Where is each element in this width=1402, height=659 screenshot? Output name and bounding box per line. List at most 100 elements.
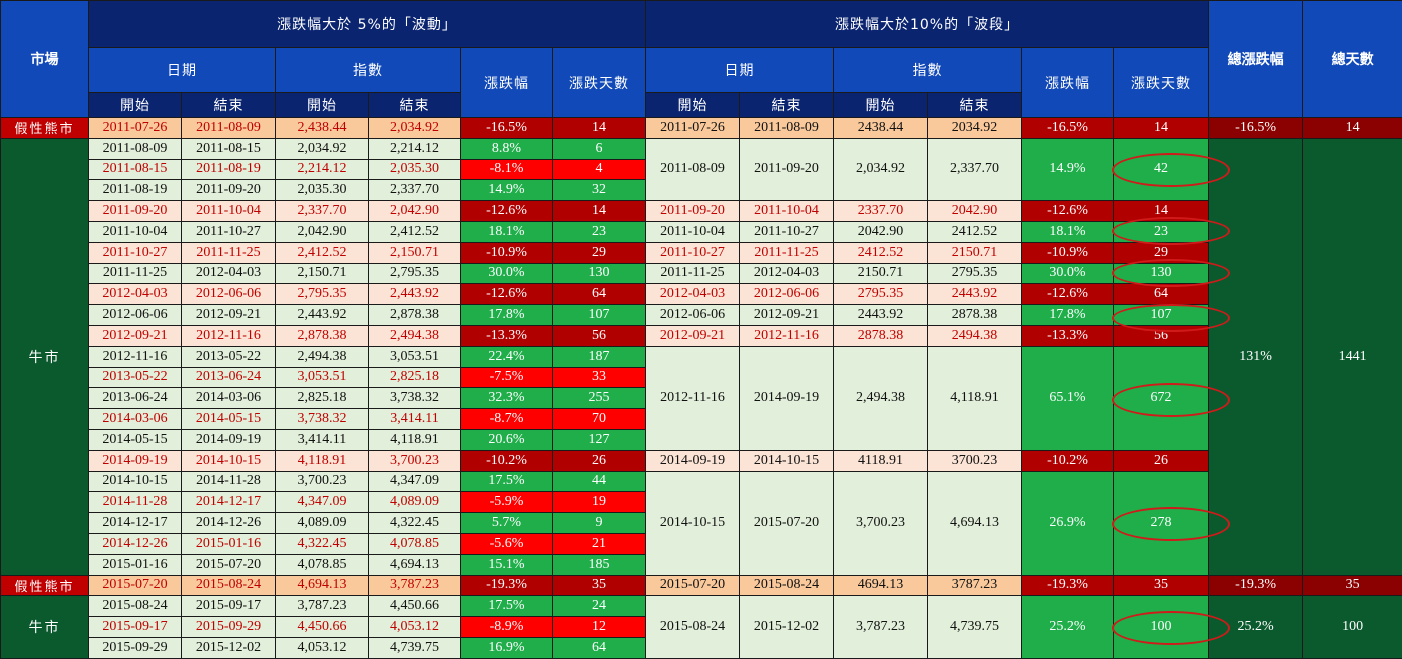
wave-start: 2011-10-04 xyxy=(646,221,740,242)
cell-change: 14.9% xyxy=(461,180,553,201)
cell-idx-end: 2,878.38 xyxy=(369,305,461,326)
wave-idx-end: 4,739.75 xyxy=(928,596,1022,658)
table-row: 牛市 2011-08-09 2011-08-15 2,034.92 2,214.… xyxy=(1,138,1402,159)
cell-change: 17.8% xyxy=(461,305,553,326)
wave-end: 2014-10-15 xyxy=(740,450,834,471)
header-start: 開始 xyxy=(276,93,369,118)
wave-idx-end: 2412.52 xyxy=(928,221,1022,242)
cell-days: 19 xyxy=(553,492,646,513)
wave-change: -10.9% xyxy=(1022,242,1114,263)
wave-idx-end: 2150.71 xyxy=(928,242,1022,263)
wave-idx-start: 2337.70 xyxy=(834,201,928,222)
cell-idx-end: 2,150.71 xyxy=(369,242,461,263)
cell-change: -8.7% xyxy=(461,409,553,430)
wave-end: 2011-10-04 xyxy=(740,201,834,222)
cell-idx-start: 4,118.91 xyxy=(276,450,369,471)
total-days: 35 xyxy=(1303,575,1402,596)
table-row: 2014-10-15 2014-11-28 3,700.23 4,347.09 … xyxy=(1,471,1402,492)
wave-idx-start: 2042.90 xyxy=(834,221,928,242)
header-end: 結束 xyxy=(740,93,834,118)
cell-idx-end: 3,700.23 xyxy=(369,450,461,471)
table-row: 2012-06-06 2012-09-21 2,443.92 2,878.38 … xyxy=(1,305,1402,326)
cell-end: 2012-06-06 xyxy=(182,284,276,305)
cell-change: 18.1% xyxy=(461,221,553,242)
cell-idx-start: 4,347.09 xyxy=(276,492,369,513)
cell-end: 2011-11-25 xyxy=(182,242,276,263)
wave-end: 2015-12-02 xyxy=(740,596,834,658)
cell-idx-end: 4,322.45 xyxy=(369,513,461,534)
wave-start: 2012-11-16 xyxy=(646,346,740,450)
wave-end: 2015-08-24 xyxy=(740,575,834,596)
cell-days: 56 xyxy=(553,325,646,346)
header-days: 漲跌天數 xyxy=(1114,48,1209,118)
cell-idx-end: 3,787.23 xyxy=(369,575,461,596)
wave-days: 35 xyxy=(1114,575,1209,596)
cell-start: 2014-10-15 xyxy=(89,471,182,492)
total-change: -19.3% xyxy=(1209,575,1303,596)
cell-start: 2015-08-24 xyxy=(89,596,182,617)
cell-start: 2011-10-27 xyxy=(89,242,182,263)
cell-change: 8.8% xyxy=(461,138,553,159)
cell-start: 2011-07-26 xyxy=(89,118,182,139)
cell-idx-start: 2,443.92 xyxy=(276,305,369,326)
cell-change: 22.4% xyxy=(461,346,553,367)
cell-idx-start: 4,078.85 xyxy=(276,554,369,575)
cell-days: 64 xyxy=(553,637,646,658)
cell-start: 2011-10-04 xyxy=(89,221,182,242)
wave-idx-end: 3787.23 xyxy=(928,575,1022,596)
header-end: 結束 xyxy=(928,93,1022,118)
cell-change: -5.9% xyxy=(461,492,553,513)
cell-change: -12.6% xyxy=(461,201,553,222)
wave-days: 130 xyxy=(1114,263,1209,284)
cell-end: 2012-09-21 xyxy=(182,305,276,326)
wave-idx-end: 3700.23 xyxy=(928,450,1022,471)
cell-end: 2015-09-29 xyxy=(182,617,276,638)
cell-days: 12 xyxy=(553,617,646,638)
wave-idx-start: 2,494.38 xyxy=(834,346,928,450)
cell-idx-end: 3,414.11 xyxy=(369,409,461,430)
cell-end: 2011-08-09 xyxy=(182,118,276,139)
cell-days: 14 xyxy=(553,118,646,139)
wave-idx-end: 2,337.70 xyxy=(928,138,1022,200)
cell-start: 2014-11-28 xyxy=(89,492,182,513)
cell-end: 2015-12-02 xyxy=(182,637,276,658)
cell-idx-end: 2,825.18 xyxy=(369,367,461,388)
cell-idx-end: 4,053.12 xyxy=(369,617,461,638)
cell-idx-start: 2,825.18 xyxy=(276,388,369,409)
cell-days: 14 xyxy=(553,201,646,222)
cell-change: -10.2% xyxy=(461,450,553,471)
wave-days: 64 xyxy=(1114,284,1209,305)
wave-change: -13.3% xyxy=(1022,325,1114,346)
wave-change: -10.2% xyxy=(1022,450,1114,471)
wave-change: 30.0% xyxy=(1022,263,1114,284)
cell-idx-start: 2,795.35 xyxy=(276,284,369,305)
cell-end: 2014-05-15 xyxy=(182,409,276,430)
header-days: 漲跌天數 xyxy=(553,48,646,118)
cell-end: 2014-09-19 xyxy=(182,429,276,450)
cell-idx-start: 4,694.13 xyxy=(276,575,369,596)
wave-idx-start: 2150.71 xyxy=(834,263,928,284)
cell-idx-start: 2,494.38 xyxy=(276,346,369,367)
wave-change: -12.6% xyxy=(1022,201,1114,222)
header-date: 日期 xyxy=(646,48,834,93)
cell-idx-start: 2,034.92 xyxy=(276,138,369,159)
wave-idx-start: 3,787.23 xyxy=(834,596,928,658)
cell-end: 2015-07-20 xyxy=(182,554,276,575)
cell-start: 2015-07-20 xyxy=(89,575,182,596)
wave-idx-end: 2494.38 xyxy=(928,325,1022,346)
table-row: 2012-09-21 2012-11-16 2,878.38 2,494.38 … xyxy=(1,325,1402,346)
wave-idx-end: 2795.35 xyxy=(928,263,1022,284)
header-start: 開始 xyxy=(646,93,740,118)
cell-start: 2011-09-20 xyxy=(89,201,182,222)
cell-start: 2011-08-09 xyxy=(89,138,182,159)
total-days: 1441 xyxy=(1303,138,1402,575)
cell-days: 187 xyxy=(553,346,646,367)
total-days: 14 xyxy=(1303,118,1402,139)
wave-end: 2011-09-20 xyxy=(740,138,834,200)
wave-idx-end: 2042.90 xyxy=(928,201,1022,222)
cell-days: 64 xyxy=(553,284,646,305)
wave-days: 56 xyxy=(1114,325,1209,346)
header-total-change: 總漲跌幅 xyxy=(1209,1,1303,118)
cell-idx-start: 4,450.66 xyxy=(276,617,369,638)
cell-end: 2014-03-06 xyxy=(182,388,276,409)
